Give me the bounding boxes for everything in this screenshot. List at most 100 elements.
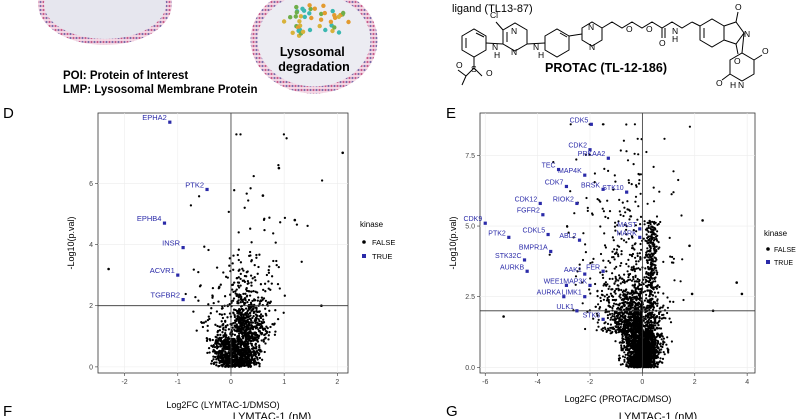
- protein-point: [634, 224, 638, 227]
- protein-point: [651, 262, 654, 266]
- protein-point: [633, 338, 636, 341]
- protein-fragment: [307, 27, 313, 33]
- protein-point: [618, 198, 621, 201]
- protein-point: [625, 225, 628, 228]
- protein-point: [604, 281, 608, 284]
- protein-fragment: [290, 30, 295, 35]
- protein-point: [245, 192, 248, 195]
- protein-point: [613, 290, 616, 294]
- protein-point: [648, 347, 652, 351]
- protein-point: [254, 313, 258, 316]
- protein-point: [631, 330, 634, 333]
- protein-point: [228, 354, 232, 357]
- protein-point: [233, 354, 237, 357]
- kinase-label: CDK7: [545, 179, 564, 186]
- x-tick-label: -6: [482, 379, 488, 386]
- protein-point: [661, 306, 664, 309]
- protein-point: [647, 230, 650, 233]
- protein-point: [651, 228, 655, 231]
- protein-point: [625, 123, 628, 126]
- atom-o: O: [486, 68, 493, 78]
- protein-point: [611, 298, 614, 302]
- protein-point: [633, 363, 636, 367]
- protein-point: [651, 350, 655, 353]
- protein-point: [259, 283, 263, 286]
- protein-point: [242, 269, 245, 272]
- protein-point: [634, 347, 637, 350]
- protein-point: [251, 337, 254, 340]
- protein-point: [652, 165, 655, 168]
- protein-point: [656, 302, 659, 305]
- protein-point: [630, 254, 633, 257]
- protein-point: [245, 286, 248, 290]
- protein-point: [646, 365, 650, 368]
- protein-point: [619, 282, 622, 285]
- protein-point: [619, 264, 622, 267]
- protein-point: [276, 317, 280, 321]
- protein-point: [625, 323, 628, 326]
- protein-point: [655, 335, 658, 338]
- protein-point: [638, 283, 641, 287]
- protein-point: [621, 355, 625, 358]
- protein-point: [649, 365, 652, 368]
- protein-point: [633, 344, 636, 347]
- x-tick-label: 1: [282, 379, 286, 386]
- protein-point: [603, 282, 606, 285]
- protein-point: [226, 355, 229, 358]
- protein-point: [235, 133, 238, 136]
- protein-point: [258, 322, 261, 326]
- protein-point: [211, 345, 215, 348]
- legend-entry-true-d: TRUE: [372, 252, 392, 261]
- kinase-point: [168, 120, 172, 124]
- protein-point: [625, 150, 628, 153]
- panel-letter-g: G: [446, 403, 458, 419]
- protein-point: [250, 344, 254, 347]
- protein-point: [266, 303, 269, 306]
- protein-point: [633, 342, 636, 345]
- protein-point: [636, 326, 639, 329]
- kinase-point: [577, 238, 582, 242]
- protein-point: [243, 364, 246, 368]
- protein-point: [651, 352, 654, 355]
- protein-point: [265, 273, 269, 277]
- protein-point: [225, 347, 229, 350]
- protein-point: [619, 363, 623, 366]
- protein-point: [240, 307, 243, 311]
- protein-point: [254, 331, 258, 335]
- protein-point: [268, 216, 271, 219]
- protein-point: [227, 348, 231, 351]
- protein-point: [654, 251, 657, 254]
- atom-s: S: [471, 64, 477, 74]
- protein-point: [272, 232, 275, 235]
- protein-fragment: [308, 6, 313, 12]
- protein-point: [613, 248, 616, 251]
- protein-point: [639, 321, 642, 324]
- protein-point: [666, 336, 669, 339]
- protein-point: [646, 304, 650, 307]
- protein-point: [617, 323, 621, 326]
- protein-fragment: [317, 23, 322, 29]
- protac-label: PROTAC (TL-12-186): [545, 61, 667, 75]
- protein-point: [258, 344, 261, 347]
- protein-point: [262, 288, 265, 292]
- protein-point: [632, 278, 635, 281]
- protein-point: [270, 282, 273, 285]
- protein-point: [661, 343, 665, 346]
- protein-point: [615, 303, 618, 306]
- protein-point: [653, 346, 656, 350]
- protein-point: [211, 294, 214, 298]
- kinase-label: WEE1: [544, 278, 564, 285]
- protein-point: [589, 292, 592, 295]
- protein-point: [660, 317, 663, 320]
- protein-point: [672, 257, 676, 260]
- protein-point: [232, 254, 235, 257]
- protein-point: [237, 269, 240, 272]
- protein-point: [585, 196, 588, 200]
- protein-point: [626, 360, 630, 364]
- bottom-axis-label-f: LYMTAC-1 (nM): [233, 411, 311, 419]
- protein-point: [623, 356, 627, 359]
- protein-point: [249, 337, 252, 340]
- protein-point: [247, 361, 250, 364]
- protein-point: [258, 253, 261, 256]
